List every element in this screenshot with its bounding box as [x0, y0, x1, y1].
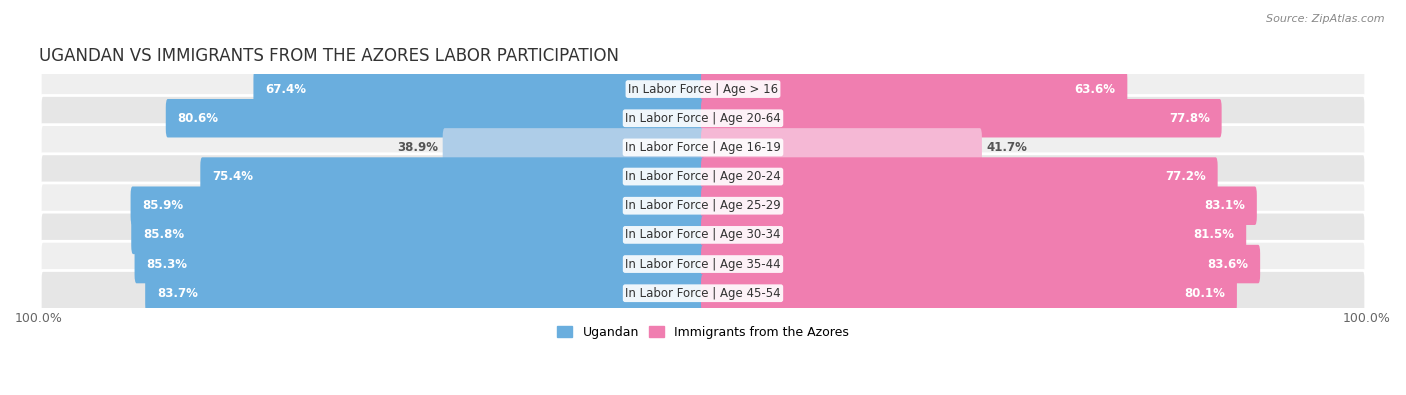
Text: In Labor Force | Age 16-19: In Labor Force | Age 16-19	[626, 141, 780, 154]
FancyBboxPatch shape	[41, 66, 1365, 112]
FancyBboxPatch shape	[200, 157, 704, 196]
Text: 75.4%: 75.4%	[212, 170, 253, 183]
FancyBboxPatch shape	[702, 157, 1218, 196]
Text: In Labor Force | Age 20-64: In Labor Force | Age 20-64	[626, 112, 780, 125]
Text: 83.7%: 83.7%	[157, 287, 198, 300]
Text: 85.9%: 85.9%	[142, 199, 184, 212]
Text: 77.8%: 77.8%	[1168, 112, 1209, 125]
FancyBboxPatch shape	[135, 245, 704, 283]
FancyBboxPatch shape	[131, 186, 704, 225]
FancyBboxPatch shape	[702, 70, 1128, 108]
FancyBboxPatch shape	[145, 274, 704, 312]
FancyBboxPatch shape	[702, 186, 1257, 225]
Text: In Labor Force | Age 45-54: In Labor Force | Age 45-54	[626, 287, 780, 300]
Legend: Ugandan, Immigrants from the Azores: Ugandan, Immigrants from the Azores	[553, 321, 853, 344]
Text: 38.9%: 38.9%	[396, 141, 439, 154]
FancyBboxPatch shape	[41, 125, 1365, 170]
Text: In Labor Force | Age 30-34: In Labor Force | Age 30-34	[626, 228, 780, 241]
Text: 41.7%: 41.7%	[987, 141, 1028, 154]
Text: 80.6%: 80.6%	[177, 112, 219, 125]
Text: 85.8%: 85.8%	[143, 228, 184, 241]
Text: 80.1%: 80.1%	[1184, 287, 1225, 300]
FancyBboxPatch shape	[41, 271, 1365, 316]
Text: In Labor Force | Age 35-44: In Labor Force | Age 35-44	[626, 258, 780, 271]
Text: In Labor Force | Age 25-29: In Labor Force | Age 25-29	[626, 199, 780, 212]
FancyBboxPatch shape	[166, 99, 704, 137]
FancyBboxPatch shape	[41, 96, 1365, 141]
Text: 67.4%: 67.4%	[266, 83, 307, 96]
FancyBboxPatch shape	[41, 154, 1365, 199]
FancyBboxPatch shape	[41, 183, 1365, 228]
FancyBboxPatch shape	[41, 212, 1365, 258]
Text: 83.1%: 83.1%	[1204, 199, 1244, 212]
Text: Source: ZipAtlas.com: Source: ZipAtlas.com	[1267, 14, 1385, 24]
FancyBboxPatch shape	[702, 274, 1237, 312]
FancyBboxPatch shape	[253, 70, 704, 108]
Text: 85.3%: 85.3%	[146, 258, 187, 271]
FancyBboxPatch shape	[443, 128, 704, 167]
FancyBboxPatch shape	[41, 241, 1365, 287]
FancyBboxPatch shape	[702, 99, 1222, 137]
Text: 77.2%: 77.2%	[1166, 170, 1206, 183]
Text: 63.6%: 63.6%	[1074, 83, 1115, 96]
Text: In Labor Force | Age > 16: In Labor Force | Age > 16	[628, 83, 778, 96]
FancyBboxPatch shape	[702, 128, 981, 167]
FancyBboxPatch shape	[702, 245, 1260, 283]
Text: 81.5%: 81.5%	[1194, 228, 1234, 241]
FancyBboxPatch shape	[702, 216, 1246, 254]
Text: 83.6%: 83.6%	[1208, 258, 1249, 271]
Text: In Labor Force | Age 20-24: In Labor Force | Age 20-24	[626, 170, 780, 183]
Text: UGANDAN VS IMMIGRANTS FROM THE AZORES LABOR PARTICIPATION: UGANDAN VS IMMIGRANTS FROM THE AZORES LA…	[39, 47, 619, 65]
FancyBboxPatch shape	[131, 216, 704, 254]
